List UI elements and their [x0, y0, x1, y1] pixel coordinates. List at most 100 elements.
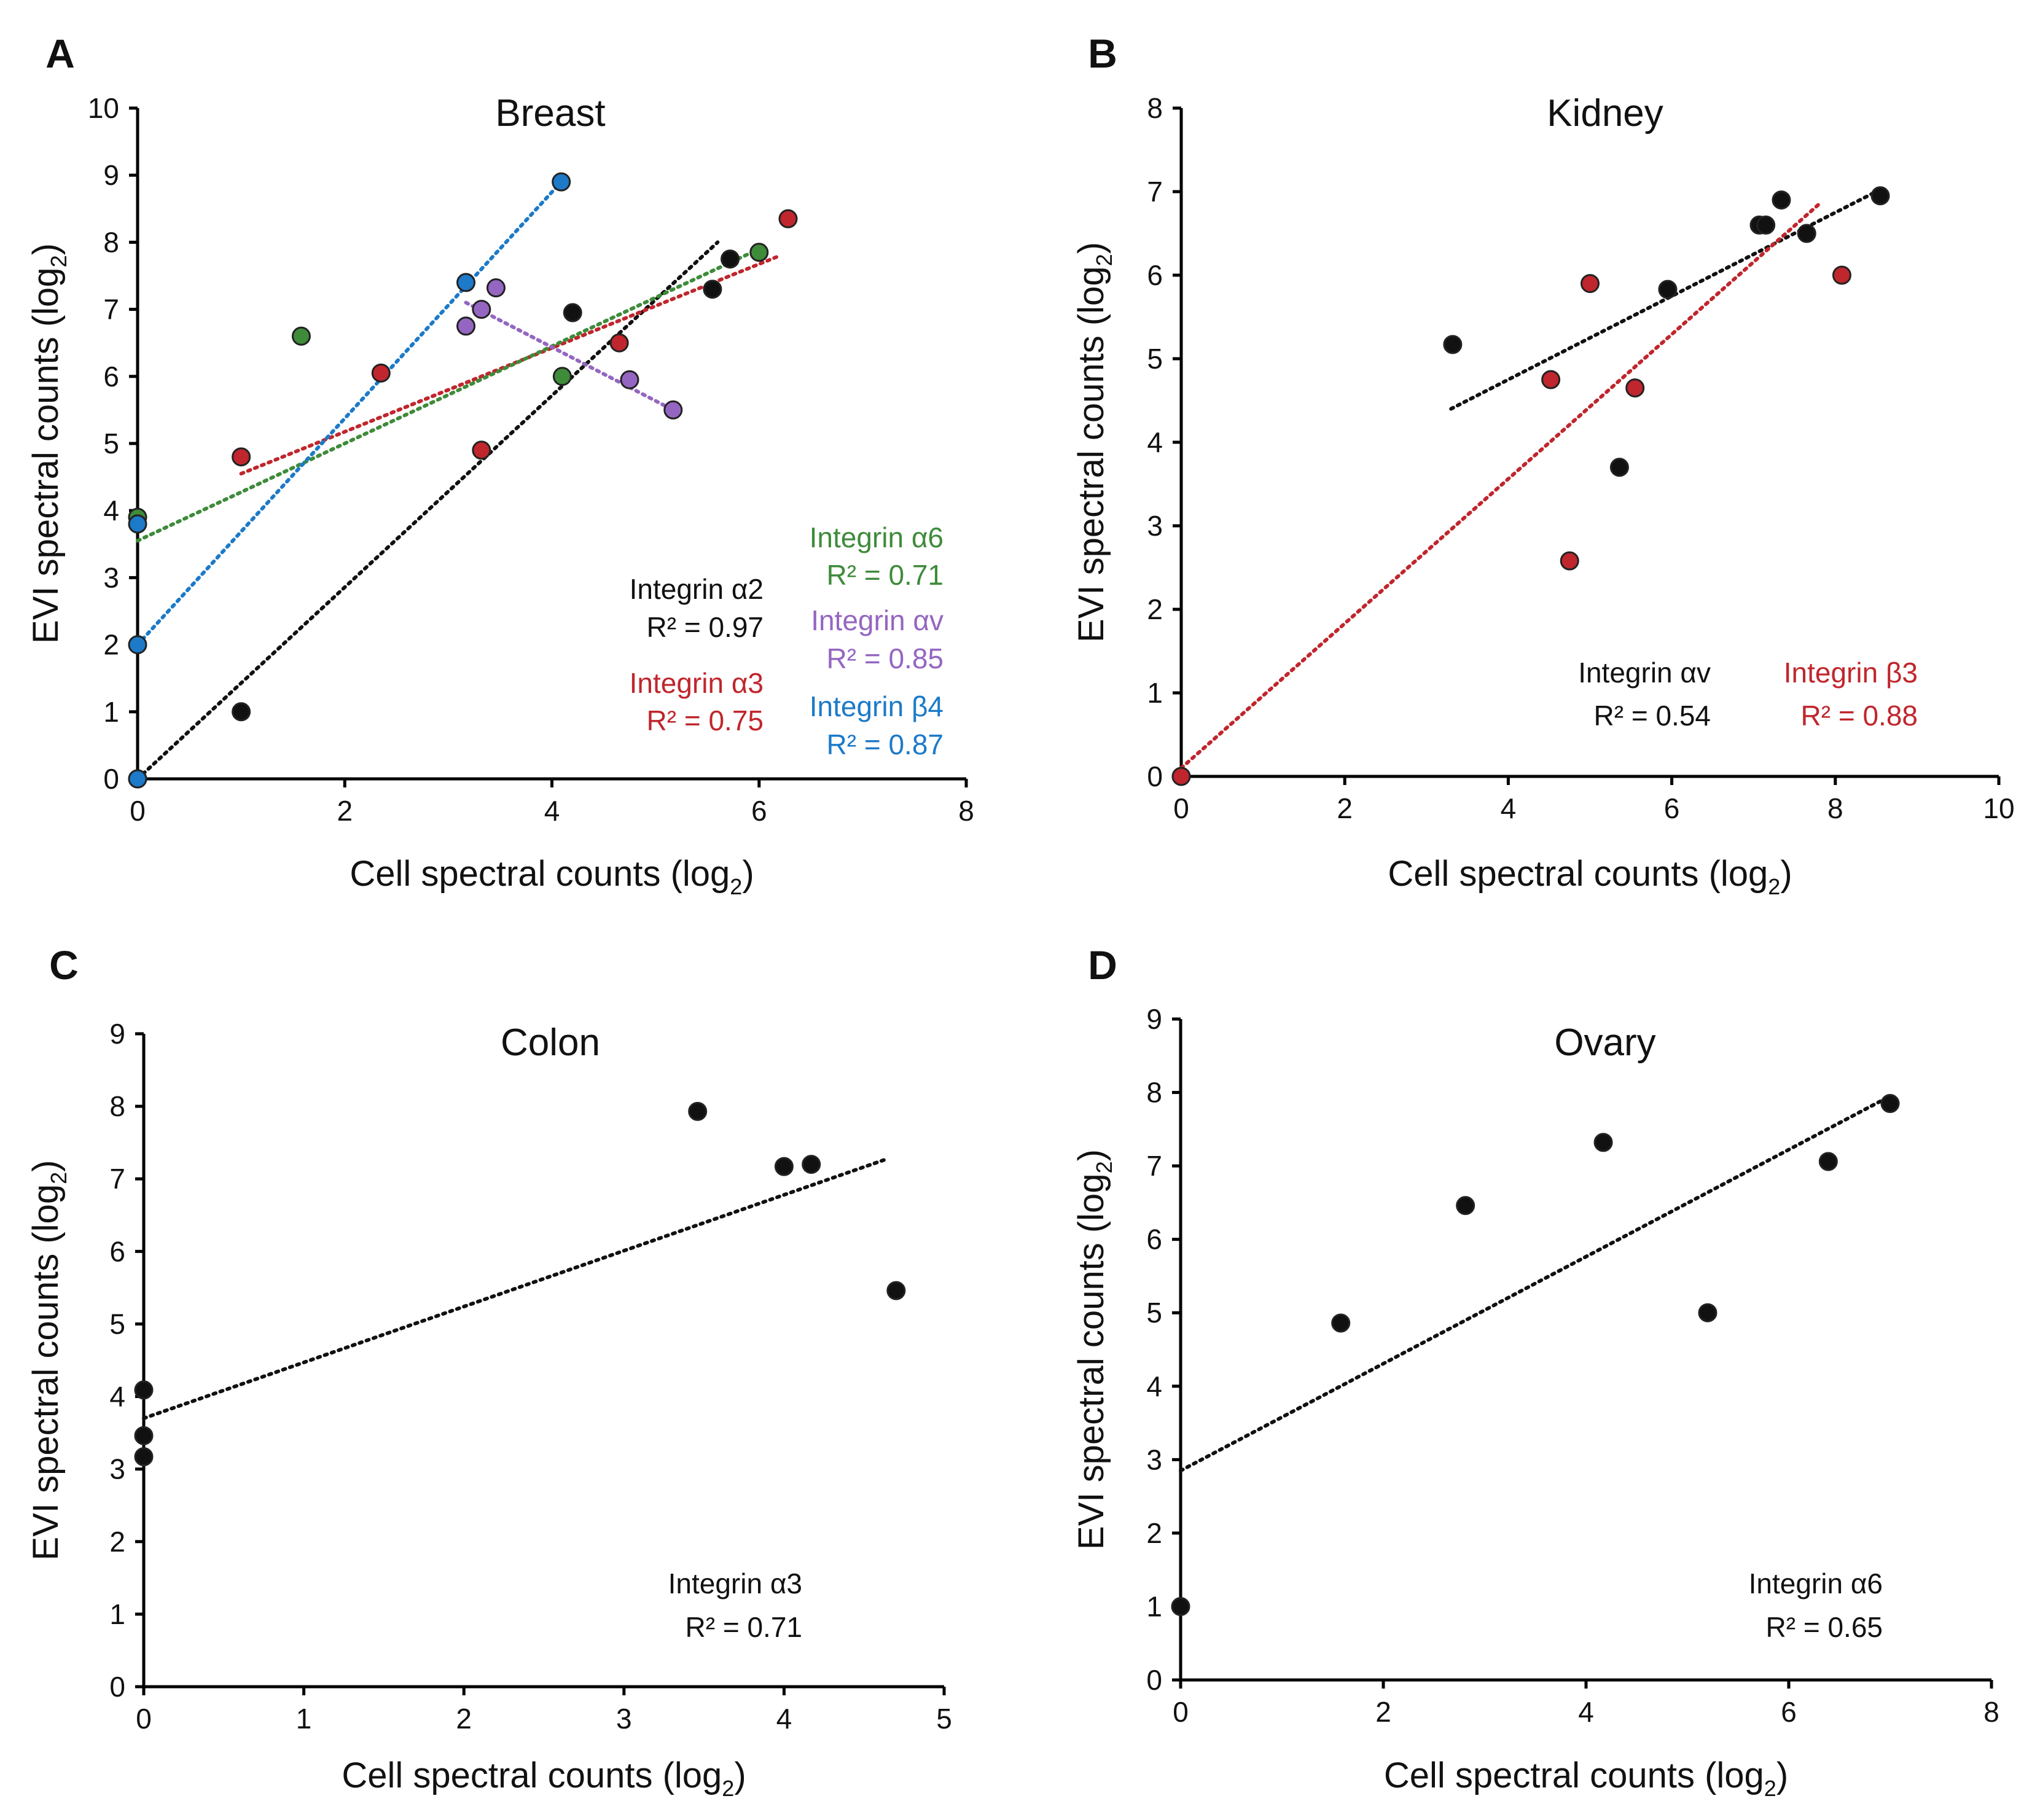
x-tick-label: 4 [544, 795, 560, 827]
y-tick-label: 8 [109, 1090, 125, 1122]
y-tick-label: 2 [1147, 593, 1163, 625]
y-tick-label: 9 [109, 1018, 125, 1050]
trendline-series-0 [136, 240, 720, 781]
data-point-series-1 [778, 209, 798, 228]
trendline-series-4 [136, 180, 563, 647]
y-tick-label: 2 [103, 629, 119, 661]
x-tick-label: 4 [776, 1703, 792, 1735]
data-point-series-0 [1797, 224, 1816, 243]
y-tick-label: 3 [103, 561, 119, 593]
data-point-series-0 [688, 1101, 708, 1121]
y-tick-label: 4 [109, 1381, 125, 1413]
y-axis-title-text: EVI spectral counts (log [1071, 266, 1111, 642]
y-axis-title-close: ) [1071, 242, 1111, 254]
x-tick-label: 6 [1781, 1696, 1797, 1728]
y-tick-label: 8 [103, 226, 119, 258]
y-tick-label: 9 [1146, 1003, 1162, 1035]
data-point-series-0 [1870, 186, 1890, 206]
panel-title: Ovary [1554, 1021, 1655, 1064]
y-axis-title-close: ) [1071, 1149, 1111, 1161]
y-tick-label: 7 [103, 294, 119, 326]
y-tick-label: 3 [109, 1453, 125, 1485]
data-point-series-0 [886, 1281, 906, 1300]
y-axis-title: EVI spectral counts (log2) [1071, 1149, 1117, 1550]
data-point-series-0 [1171, 1596, 1190, 1616]
data-point-series-3 [663, 400, 683, 420]
data-point-series-0 [1331, 1313, 1351, 1333]
y-axis-title-subscript: 2 [46, 1172, 71, 1184]
y-tick-label: 5 [109, 1308, 125, 1340]
trendline-series-0 [1449, 190, 1878, 411]
data-point-series-1 [371, 363, 391, 383]
x-axis-title-close: ) [742, 854, 754, 894]
data-point-series-0 [1818, 1152, 1838, 1171]
x-axis-title-subscript: 2 [722, 1776, 734, 1801]
y-tick-label: 6 [109, 1235, 125, 1267]
y-axis-title-subscript: 2 [1092, 254, 1117, 266]
trendline-series-3 [464, 300, 675, 412]
panel-letter: A [45, 31, 75, 76]
x-tick-label: 4 [1578, 1696, 1594, 1728]
y-axis-title-text: EVI spectral counts (log [1071, 1173, 1111, 1550]
panel-letter: B [1088, 31, 1117, 76]
data-point-series-0 [1772, 190, 1791, 210]
y-tick-label: 7 [1147, 176, 1163, 208]
data-point-series-2 [291, 326, 311, 346]
data-point-series-0 [1658, 279, 1678, 299]
data-point-series-1 [472, 440, 491, 460]
y-tick-label: 0 [103, 763, 119, 795]
series-label: Integrin αv [1578, 657, 1711, 689]
x-tick-label: 2 [337, 795, 353, 827]
trendline-series-1 [1179, 202, 1821, 770]
x-axis-title-text: Cell spectral counts (log [1384, 1756, 1764, 1795]
x-axis-title-subscript: 2 [1764, 1776, 1776, 1801]
data-point-series-1 [232, 447, 251, 467]
x-tick-label: 6 [751, 795, 767, 827]
y-tick-label: 5 [1146, 1297, 1162, 1329]
x-tick-label: 8 [1983, 1696, 1999, 1728]
y-tick-label: 6 [1146, 1224, 1162, 1256]
data-point-series-0 [1756, 215, 1776, 235]
data-point-series-3 [620, 370, 639, 389]
y-axis-title-close: ) [26, 243, 66, 255]
y-tick-label: 2 [1146, 1517, 1162, 1549]
data-point-series-0 [134, 1426, 154, 1445]
x-tick-label: 2 [456, 1703, 472, 1735]
x-axis-title-close: ) [1776, 1756, 1788, 1795]
panel-letter: D [1088, 942, 1117, 988]
y-tick-label: 7 [109, 1163, 125, 1195]
y-axis-title-text: EVI spectral counts (log [26, 1184, 66, 1561]
data-point-series-0 [563, 303, 582, 322]
y-tick-label: 6 [103, 361, 119, 393]
y-tick-label: 3 [1146, 1443, 1162, 1475]
series-label: Integrin α2 [630, 573, 764, 605]
data-point-series-0 [232, 702, 251, 722]
trendline-series-0 [142, 1157, 890, 1420]
y-tick-label: 0 [1146, 1664, 1162, 1696]
data-point-series-1 [1625, 378, 1645, 398]
x-tick-label: 2 [1375, 1696, 1391, 1728]
y-tick-label: 8 [1147, 92, 1163, 124]
x-axis-title: Cell spectral counts (log2) [1388, 854, 1792, 899]
y-tick-label: 1 [109, 1598, 125, 1630]
panel-letter: C [49, 942, 79, 988]
data-point-series-1 [1581, 274, 1600, 294]
data-point-series-3 [456, 316, 476, 336]
series-label: Integrin α3 [668, 1568, 802, 1599]
data-point-series-0 [774, 1157, 794, 1176]
data-point-series-1 [1541, 370, 1561, 389]
r-squared-label: R² = 0.87 [827, 728, 944, 760]
x-axis-title-subscript: 2 [1768, 874, 1780, 899]
data-point-series-0 [721, 249, 740, 269]
y-tick-label: 8 [1146, 1077, 1162, 1109]
data-point-series-1 [609, 333, 629, 353]
data-point-series-1 [1560, 551, 1579, 571]
x-tick-label: 0 [1173, 1696, 1189, 1728]
r-squared-label: R² = 0.88 [1801, 700, 1918, 732]
trendline-series-2 [136, 247, 761, 543]
y-axis-title: EVI spectral counts (log2) [26, 243, 71, 644]
data-point-series-4 [128, 635, 147, 655]
panel-title: Kidney [1547, 92, 1663, 135]
data-point-series-3 [486, 278, 506, 298]
x-tick-label: 1 [296, 1703, 312, 1735]
